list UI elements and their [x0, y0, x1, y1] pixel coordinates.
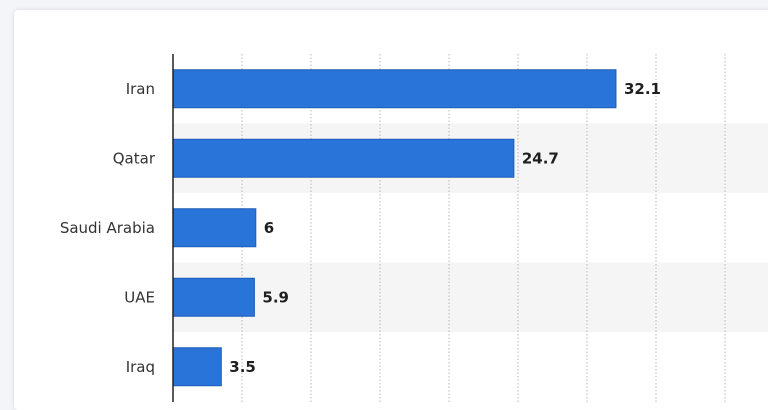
- category-label: Qatar: [113, 149, 156, 167]
- category-label: Iraq: [126, 358, 155, 376]
- category-label: Saudi Arabia: [60, 219, 155, 237]
- value-labels: 32.1 24.7 6 5.9 3.5: [229, 80, 661, 376]
- value-label: 3.5: [229, 358, 256, 376]
- category-label: UAE: [124, 288, 155, 306]
- category-label: Iran: [126, 80, 155, 98]
- row-band: [173, 262, 768, 332]
- bar-iran[interactable]: [172, 69, 617, 109]
- value-label: 24.7: [522, 149, 559, 167]
- bar-qatar[interactable]: [172, 138, 515, 178]
- value-label: 6: [264, 219, 274, 237]
- value-label: 32.1: [624, 80, 661, 98]
- value-label: 5.9: [262, 288, 289, 306]
- category-labels: Iran Qatar Saudi Arabia UAE Iraq: [60, 80, 156, 376]
- bar-uae[interactable]: [172, 277, 255, 317]
- bars: [172, 69, 617, 387]
- bar-saudi-arabia[interactable]: [172, 208, 257, 248]
- bar-iraq[interactable]: [172, 347, 222, 387]
